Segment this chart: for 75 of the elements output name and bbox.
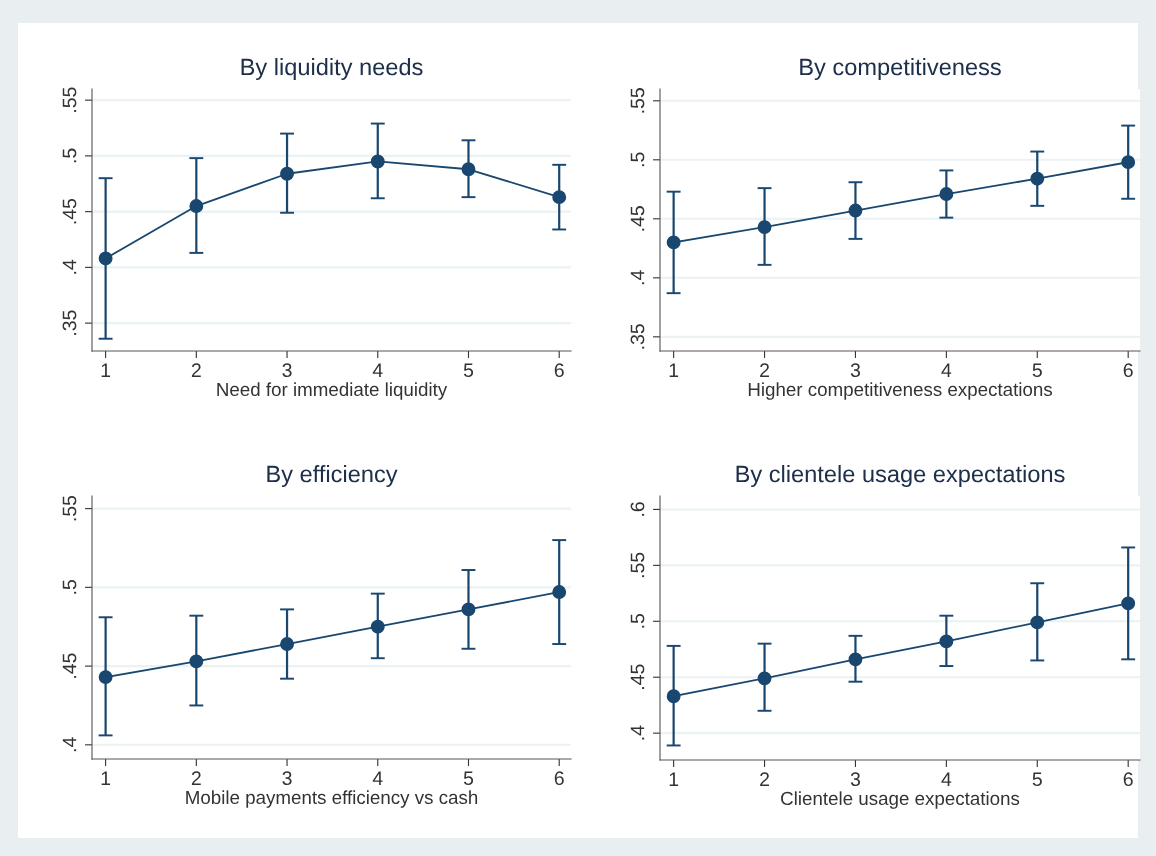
x-tick-label: 6 — [554, 771, 564, 786]
point — [98, 670, 113, 685]
x-tick-label: 3 — [282, 363, 292, 378]
point — [848, 203, 863, 218]
x-tick-label: 1 — [669, 363, 679, 377]
x-tick-label: 1 — [669, 772, 679, 786]
chart-title: By efficiency — [267, 465, 398, 488]
x-tick-label: 5 — [463, 771, 474, 786]
y-tick-label: .45 — [630, 664, 645, 689]
y-tick-label: .55 — [62, 87, 77, 112]
point — [1121, 155, 1136, 170]
chart-title: By liquidity needs — [241, 58, 423, 81]
x-tick-label: 3 — [850, 363, 861, 378]
x-axis-title: Need for immediate liquidity — [217, 382, 448, 400]
x-tick-label: 3 — [850, 772, 861, 787]
point — [757, 671, 772, 686]
chart-title: By competitiveness — [800, 58, 1001, 81]
x-axis-title: Higher competitiveness expectations — [748, 382, 1053, 400]
y-tick-label: .55 — [630, 552, 645, 578]
x-tick-label: 4 — [372, 771, 383, 785]
point — [1121, 596, 1136, 611]
x-tick-label: 5 — [1032, 772, 1042, 787]
x-tick-label: 1 — [101, 363, 111, 377]
y-tick-label: .5 — [62, 148, 77, 163]
x-tick-label: 2 — [760, 363, 769, 377]
y-tick-label: .5 — [62, 580, 77, 594]
y-tick-label: .4 — [62, 259, 77, 274]
point — [666, 689, 681, 704]
point — [848, 652, 863, 667]
y-tick-label: .55 — [62, 495, 77, 521]
point — [189, 199, 204, 214]
point — [370, 154, 385, 169]
point — [461, 162, 476, 177]
point — [461, 602, 476, 617]
y-tick-label: .55 — [630, 88, 645, 113]
point — [939, 187, 954, 201]
point — [552, 585, 567, 600]
x-tick-label: 2 — [191, 771, 201, 785]
y-tick-label: .6 — [630, 502, 645, 516]
y-tick-label: .35 — [62, 310, 77, 335]
x-tick-label: 2 — [191, 363, 201, 377]
x-tick-label: 6 — [1123, 772, 1133, 787]
point — [280, 637, 294, 651]
x-tick-label: 4 — [941, 363, 952, 377]
x-tick-label: 2 — [760, 772, 769, 786]
chart-title: By clientele usage expectations — [736, 465, 1065, 488]
y-tick-label: .45 — [62, 198, 77, 224]
x-tick-label: 5 — [1032, 363, 1042, 378]
y-tick-label: .5 — [630, 613, 645, 628]
x-axis-title: Mobile payments efficiency vs cash — [186, 790, 478, 808]
y-tick-label: .4 — [62, 737, 77, 752]
x-tick-label: 3 — [282, 771, 292, 786]
x-tick-label: 6 — [1123, 363, 1133, 378]
point — [98, 251, 113, 266]
y-tick-label: .45 — [62, 653, 77, 678]
x-tick-label: 4 — [941, 772, 952, 786]
x-tick-label: 4 — [372, 363, 383, 377]
x-axis-title: Clientele usage expectations — [781, 791, 1020, 809]
x-tick-label: 5 — [463, 363, 474, 378]
point — [1030, 615, 1045, 630]
point — [1030, 171, 1045, 186]
x-tick-label: 6 — [554, 363, 564, 378]
y-tick-label: .35 — [630, 324, 645, 349]
point — [370, 619, 385, 634]
point — [757, 220, 772, 235]
point — [939, 634, 954, 649]
point — [666, 235, 681, 250]
y-tick-label: .5 — [630, 152, 645, 167]
point — [280, 166, 294, 181]
y-tick-label: .45 — [630, 206, 645, 231]
point — [552, 190, 567, 205]
point — [189, 654, 204, 669]
y-tick-label: .4 — [630, 725, 645, 740]
x-tick-label: 1 — [101, 771, 111, 785]
y-tick-label: .4 — [630, 270, 645, 285]
